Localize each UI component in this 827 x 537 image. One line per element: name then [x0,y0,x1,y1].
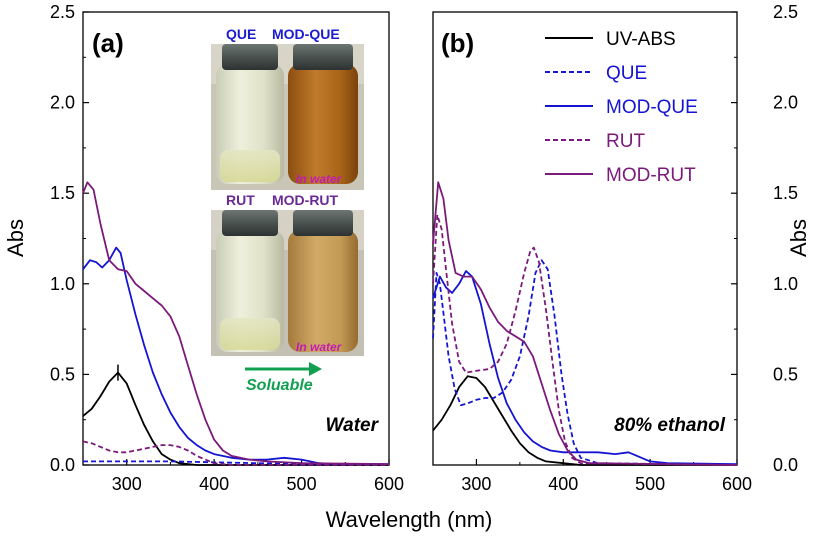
panel-b-x-tick-label: 600 [722,474,752,494]
panel-a-x-tick-label: 600 [374,474,404,494]
panel-b-series [432,181,738,466]
panel-b: 0.0 0.5 1.0 1.5 2.0 2.5 300 400 500 600 (b) 80% e… [432,2,798,494]
panel-a: 0.0 0.5 1.0 1.5 2.0 2.5 300 400 500 600 (a) Water… [50,2,404,494]
soluable-label: Soluable [246,377,313,394]
photo-note-rut: In water [296,340,343,354]
legend-label-rut: RUT [606,131,645,152]
panel-b-y-tick-label: 1.0 [773,274,798,294]
panel-b-y-tick-label: 2.5 [773,2,798,22]
legend-label-uv-abs: UV-ABS [606,29,676,50]
vial-rut [216,210,284,352]
photo-label-rut: RUT [226,192,255,208]
panel-a-y-tick-label: 1.0 [50,274,75,294]
panel-a-y-tick-label: 2.5 [50,2,75,22]
vial-mod-rut [288,210,358,352]
vial-que [216,44,284,184]
panel-b-y-tick-label: 0.5 [773,364,798,384]
soluable-arrow-head [309,362,322,376]
photo-label-mod-rut: MOD-RUT [272,192,339,208]
panel-b-y-tick-label: 1.5 [773,183,798,203]
panel-a-label: (a) [92,28,124,58]
panel-b-x-tick-label: 500 [635,474,665,494]
panel-a-y-tick-label: 0.0 [50,455,75,475]
panel-a-series-mod-que [82,246,389,465]
panel-a-x-tick-label: 500 [287,474,317,494]
panel-a-y-tick-label: 0.5 [50,364,75,384]
panel-b-y-tick-label: 0.0 [773,455,798,475]
panel-a-y-tick-label: 1.5 [50,183,75,203]
y-axis-title-right: Abs [786,219,811,257]
panel-a-x-tick-label: 300 [112,474,142,494]
legend: UV-ABS QUE MOD-QUE RUT MOD-RUT [545,29,698,186]
panel-b-series-rut [432,214,738,466]
legend-label-mod-rut: MOD-RUT [606,165,696,186]
panel-b-y-tick-label: 2.0 [773,93,798,113]
photo-label-que: QUE [226,26,256,42]
x-axis-title: Wavelength (nm) [326,507,493,532]
panel-b-frame [432,11,738,466]
y-axis-title-left: Abs [3,219,28,257]
panel-b-series-que [432,259,738,466]
panel-a-solvent-label: Water [326,415,380,436]
panel-b-x-tick-label: 300 [461,474,491,494]
panel-a-x-tick-label: 400 [199,474,229,494]
panel-b-x-tick-label: 400 [548,474,578,494]
panel-a-series-uv-abs [82,371,389,466]
vial-photo-inset: QUE MOD-QUE In water RUT MOD-RUT In wate… [211,26,364,394]
panel-b-label: (b) [441,28,474,58]
panel-a-series-rut [82,440,389,466]
panel-b-series-mod-rut [432,181,738,466]
panel-a-series [82,181,390,466]
panel-a-series-mod-rut [82,181,390,465]
legend-label-que: QUE [606,63,647,84]
panel-b-ticks: 0.0 0.5 1.0 1.5 2.0 2.5 300 400 500 600 [432,2,798,494]
vial-mod-que [288,44,358,184]
photo-label-mod-que: MOD-QUE [272,26,340,42]
panel-b-solvent-label: 80% ethanol [614,415,726,436]
panel-a-y-tick-label: 2.0 [50,93,75,113]
photo-note-que: In water [296,172,343,186]
legend-label-mod-que: MOD-QUE [606,97,698,118]
panel-b-series-mod-que [432,270,738,465]
